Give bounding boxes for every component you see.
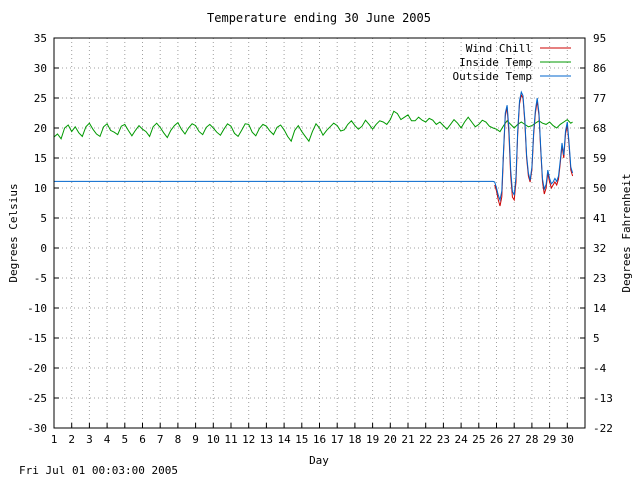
x-tick-label: 19	[366, 433, 379, 446]
x-tick-label: 3	[86, 433, 93, 446]
y-tick-label: 30	[34, 62, 47, 75]
x-tick-label: 5	[121, 433, 128, 446]
x-tick-label: 4	[104, 433, 111, 446]
x-axis-label: Day	[309, 454, 329, 467]
y2-tick-label: 5	[593, 332, 600, 345]
x-tick-label: 25	[472, 433, 485, 446]
chart-title: Temperature ending 30 June 2005	[207, 11, 431, 25]
y-tick-label: 20	[34, 122, 47, 135]
x-tick-label: 24	[454, 433, 468, 446]
x-tick-label: 18	[348, 433, 361, 446]
x-tick-label: 22	[419, 433, 432, 446]
series-line-outside-temp	[54, 90, 574, 202]
legend-label-inside-temp: Inside Temp	[459, 56, 532, 69]
legend-label-outside-temp: Outside Temp	[453, 70, 532, 83]
x-tick-label: 14	[277, 433, 291, 446]
y-tick-label: 0	[40, 242, 47, 255]
y2-tick-label: 23	[593, 272, 606, 285]
x-tick-label: 15	[295, 433, 308, 446]
y2-tick-label: 68	[593, 122, 606, 135]
y2-tick-label: 50	[593, 182, 606, 195]
y-tick-label: -5	[34, 272, 47, 285]
y-tick-label: 35	[34, 32, 47, 45]
y-tick-label: -30	[27, 422, 47, 435]
x-tick-label: 27	[508, 433, 521, 446]
y-axis-label-right: Degrees Fahrenheit	[620, 173, 633, 292]
y-tick-label: -20	[27, 362, 47, 375]
y2-tick-label: 86	[593, 62, 606, 75]
x-tick-label: 9	[192, 433, 199, 446]
x-tick-label: 21	[401, 433, 414, 446]
footer-timestamp: Fri Jul 01 00:03:00 2005	[19, 464, 178, 477]
x-tick-label: 8	[175, 433, 182, 446]
x-tick-label: 17	[331, 433, 344, 446]
plot-frame	[53, 37, 586, 429]
x-tick-label: 1	[51, 433, 58, 446]
x-tick-label: 20	[384, 433, 397, 446]
series-group	[53, 90, 574, 207]
y-tick-label: 15	[34, 152, 47, 165]
x-tick-label: 7	[157, 433, 164, 446]
x-tick-label: 6	[139, 433, 146, 446]
y2-tick-label: 32	[593, 242, 606, 255]
y-axis-label-left: Degrees Celsius	[7, 183, 20, 282]
x-tick-label: 30	[561, 433, 574, 446]
y-tick-label: -15	[27, 332, 47, 345]
y-tick-label: -25	[27, 392, 47, 405]
x-tick-label: 13	[260, 433, 273, 446]
y-tick-label: 25	[34, 92, 47, 105]
y-tick-label: 10	[34, 182, 47, 195]
y2-tick-label: 41	[593, 212, 606, 225]
x-tick-label: 28	[525, 433, 538, 446]
x-tick-label: 26	[490, 433, 503, 446]
y2-tick-label: 95	[593, 32, 606, 45]
series-line-inside-temp	[53, 110, 573, 143]
x-tick-label: 29	[543, 433, 556, 446]
x-tick-label: 12	[242, 433, 255, 446]
x-tick-label: 16	[313, 433, 326, 446]
y2-tick-label: 77	[593, 92, 606, 105]
y2-tick-label: 59	[593, 152, 606, 165]
x-tick-label: 23	[437, 433, 450, 446]
grid	[54, 38, 585, 428]
y-tick-label: 5	[40, 212, 47, 225]
y2-tick-label: -13	[593, 392, 613, 405]
y-tick-label: -10	[27, 302, 47, 315]
legend-label-wind-chill: Wind Chill	[466, 42, 532, 55]
x-tick-label: 2	[68, 433, 75, 446]
y2-tick-label: -22	[593, 422, 613, 435]
y2-tick-label: 14	[593, 302, 607, 315]
y2-tick-label: -4	[593, 362, 607, 375]
x-tick-label: 11	[224, 433, 237, 446]
x-tick-label: 10	[207, 433, 220, 446]
